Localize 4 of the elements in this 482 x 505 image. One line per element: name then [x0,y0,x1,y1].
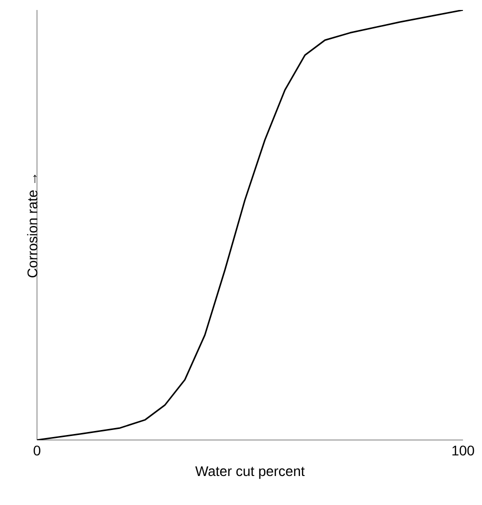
y-axis-title: Corrosion rate → [27,174,38,278]
x-tick-label: 100 [452,446,474,456]
x-axis-title: Water cut percent [195,466,305,479]
x-tick-label: 0 [34,446,40,456]
